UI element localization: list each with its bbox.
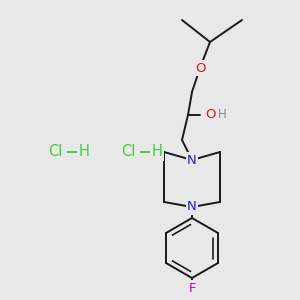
Text: H: H [152,145,162,160]
Text: Cl: Cl [121,145,135,160]
Text: H: H [79,145,89,160]
Text: Cl: Cl [48,145,62,160]
Text: F: F [188,281,196,295]
Text: O: O [205,109,215,122]
Text: H: H [218,109,226,122]
Text: N: N [187,154,197,166]
Text: N: N [187,200,197,214]
Text: O: O [195,61,205,74]
